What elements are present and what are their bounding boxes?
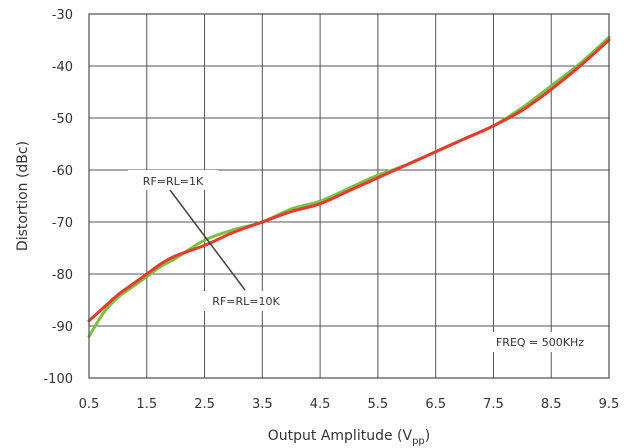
- annotation-rf-1k: RF=RL=1K: [143, 175, 204, 188]
- x-axis-title-subscript: pp: [412, 436, 425, 447]
- annotation-box-10k: [200, 291, 292, 311]
- x-tick-label: 6.5: [425, 397, 446, 412]
- x-tick-label: 0.5: [79, 397, 100, 412]
- y-tick-label: -100: [43, 372, 73, 387]
- y-tick-label: -30: [52, 8, 73, 23]
- plot-area: [89, 14, 609, 378]
- series-line-2: [87, 38, 611, 323]
- x-tick-label: 1.5: [136, 397, 157, 412]
- y-tick-label: -40: [52, 60, 73, 75]
- annotation-freq: FREQ = 500KHz: [496, 336, 584, 349]
- y-tick-label: -80: [52, 268, 73, 283]
- y-tick-labels: -30 -40 -50 -60 -70 -80 -90 -100: [43, 8, 73, 387]
- plot-border: [88, 13, 610, 379]
- series-lines: [87, 35, 611, 338]
- annotation-box-freq: [484, 332, 596, 352]
- x-axis-title: Output Amplitude (Vpp): [268, 428, 431, 447]
- y-tick-label: -90: [52, 320, 73, 335]
- y-tick-label: -60: [52, 164, 73, 179]
- y-tick-label: -70: [52, 216, 73, 231]
- x-tick-label: 9.5: [599, 397, 620, 412]
- x-tick-label: 3.5: [252, 397, 273, 412]
- x-tick-labels: 0.5 1.5 2.5 3.5 4.5 5.5 6.5 7.5 8.5 9.5: [79, 397, 620, 412]
- x-tick-label: 4.5: [310, 397, 331, 412]
- y-axis-title: Distortion (dBc): [15, 141, 31, 251]
- annotation-leader: [169, 189, 246, 291]
- x-tick-label: 2.5: [194, 397, 215, 412]
- annotation-box-1k: [128, 170, 218, 190]
- x-tick-label: 7.5: [483, 397, 504, 412]
- x-axis-title-close: ): [425, 428, 430, 444]
- annotation-rf-10k: RF=RL=10K: [212, 295, 280, 308]
- x-tick-label: 5.5: [368, 397, 389, 412]
- x-tick-label: 8.5: [541, 397, 562, 412]
- y-tick-label: -50: [52, 112, 73, 127]
